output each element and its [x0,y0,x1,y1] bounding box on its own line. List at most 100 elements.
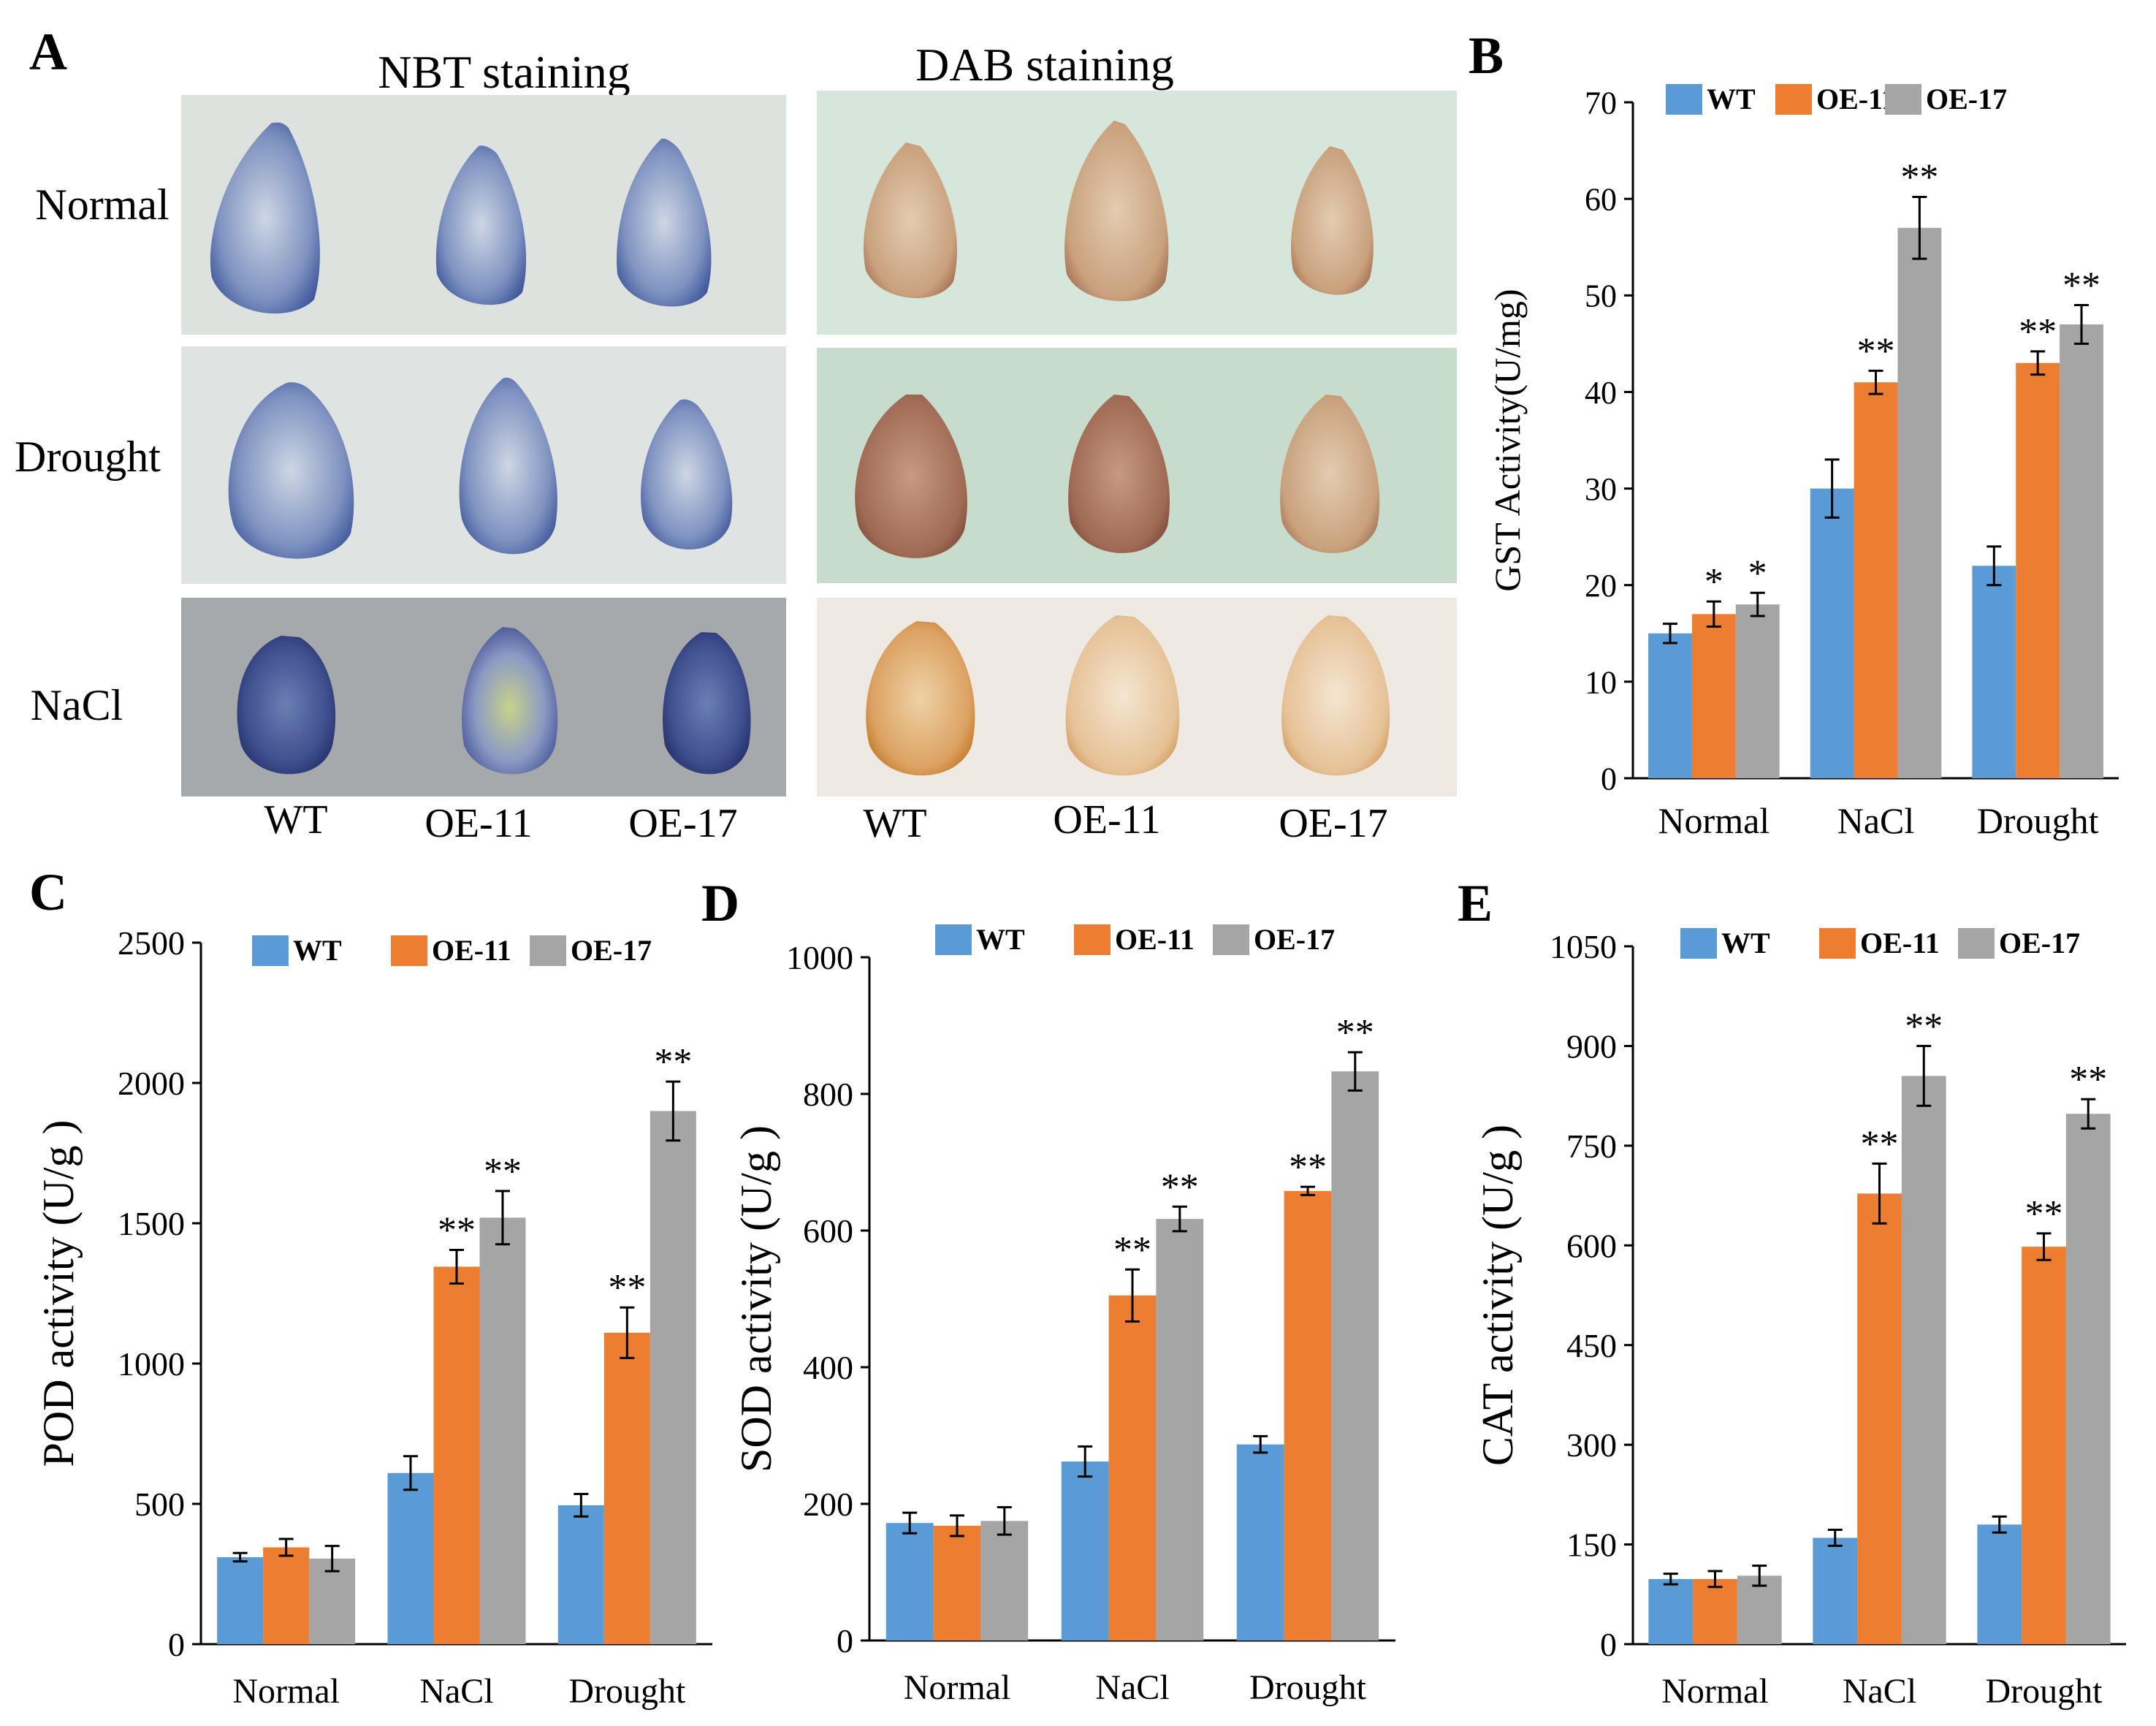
legend-swatch [1775,84,1812,115]
bar-oe-11 [1693,1578,1737,1644]
bar-wt [1648,1578,1694,1644]
leaf-dab-drought-oe11 [1068,395,1170,553]
bar-wt [387,1472,434,1644]
col-label-dab-wt: WT [863,801,926,846]
chart-panel-b: B 0 10 20 30 40 50 60 70 GST Activity(U/mg) Normal… [1469,26,2119,841]
bar-oe-17 [2065,1114,2111,1644]
leaf-nbt-drought-wt [228,382,354,559]
y-tick-label: 10 [1585,664,1617,700]
legend-label: OE-11 [432,934,511,967]
bar-oe-17 [479,1217,526,1644]
legend-label: WT [1707,83,1756,115]
leaf-dab-normal-oe11 [1064,121,1169,302]
significance-marker: ** [1900,157,1938,199]
y-tick-label: 600 [1566,1227,1617,1264]
bar-oe-17 [650,1111,696,1644]
significance-marker: ** [1336,1012,1374,1054]
leaf-dab-nacl-oe17 [1281,615,1390,776]
x-category-label: Normal [232,1672,340,1711]
legend-label: OE-17 [1254,923,1335,956]
leaf-nbt-normal-oe17 [617,138,712,307]
leaf-nbt-drought-oe11 [459,377,557,555]
significance-marker: ** [1905,1005,1943,1047]
bar-oe-11 [603,1332,650,1644]
col-label-nbt-oe17: OE-17 [628,801,737,846]
significance-marker: ** [1857,330,1895,372]
y-tick-label: 2500 [118,924,185,962]
leaf-nbt-nacl-oe11 [462,627,558,775]
panel-letter: B [1469,26,1504,85]
dab-leaves [855,121,1390,776]
x-category-label: NaCl [419,1672,493,1711]
row-label-normal: Normal [35,180,169,229]
bar-wt [1648,633,1692,778]
significance-marker: ** [438,1209,476,1251]
y-tick-label: 400 [803,1349,853,1386]
bar-oe-11 [263,1547,310,1644]
col-label-nbt-wt: WT [264,797,327,843]
bar-oe-11 [1284,1190,1332,1641]
legend-swatch [1958,928,1995,959]
significance-marker: ** [2069,1059,2107,1100]
legend-label: OE-17 [1999,927,2080,959]
panel-a-letter: A [29,23,67,81]
panel-letter: E [1458,874,1493,932]
legend-label: OE-11 [1860,927,1940,959]
bar-oe-17 [1901,1076,1946,1644]
legend-swatch [1885,84,1921,115]
x-category-label: Normal [1661,1672,1769,1711]
significance-marker: * [1748,552,1767,594]
chart-panel-e: E 0 150 300 450 600 750 900 1050 CAT activity (U/… [1458,874,2126,1711]
bar-oe-11 [1857,1193,1902,1644]
y-axis-label: CAT activity (U/g ) [1474,1125,1522,1466]
leaf-nbt-normal-wt [210,122,320,314]
y-tick-label: 450 [1566,1327,1617,1364]
y-tick-label: 150 [1566,1527,1617,1564]
bar-oe-11 [1108,1295,1157,1641]
bar-oe-17 [1156,1219,1204,1641]
y-tick-label: 0 [1600,1626,1617,1663]
legend-swatch [530,935,566,966]
y-tick-label: 0 [168,1626,185,1663]
y-axis-label: SOD activity (U/g ) [732,1125,780,1472]
y-axis-label: POD activity (U/g ) [34,1120,83,1467]
bar-oe-17 [2060,324,2103,778]
leaf-nbt-normal-oe11 [435,145,527,305]
y-tick-label: 1050 [1550,928,1617,965]
bar-wt [1061,1461,1109,1641]
y-tick-label: 30 [1585,471,1617,507]
bar-oe-11 [2022,1247,2066,1644]
y-tick-label: 2000 [118,1065,185,1102]
leaf-dab-nacl-oe11 [1065,615,1180,776]
leaf-dab-nacl-wt [866,621,975,776]
bar-oe-11 [1854,382,1898,778]
legend-label: OE-17 [1926,83,2007,115]
legend-label: OE-11 [1115,923,1195,956]
legend-swatch [252,935,289,966]
bar-oe-11 [2016,362,2060,778]
y-tick-label: 1000 [786,939,853,976]
x-category-label: NaCl [1837,800,1915,841]
y-tick-label: 60 [1585,182,1617,218]
significance-marker: ** [1161,1166,1199,1208]
bar-oe-17 [1897,227,1942,778]
nbt-leaves [210,122,751,775]
bar-oe-17 [980,1521,1029,1641]
legend-label: WT [1721,927,1770,959]
x-category-label: NaCl [1843,1672,1916,1711]
leaf-nbt-nacl-oe17 [663,632,751,775]
legend-swatch [935,924,972,955]
y-tick-label: 500 [134,1486,185,1523]
leaf-dab-normal-oe17 [1291,146,1374,295]
bar-wt [1972,566,2016,778]
leaf-dab-normal-wt [864,142,957,298]
row-label-nacl: NaCl [31,681,123,729]
legend-swatch [1213,924,1249,955]
y-tick-label: 300 [1566,1426,1617,1464]
bar-wt [1977,1524,2022,1644]
x-category-label: Normal [904,1668,1011,1707]
y-tick-label: 70 [1585,85,1617,121]
legend-label: OE-17 [571,934,652,967]
bar-oe-17 [1331,1071,1379,1641]
